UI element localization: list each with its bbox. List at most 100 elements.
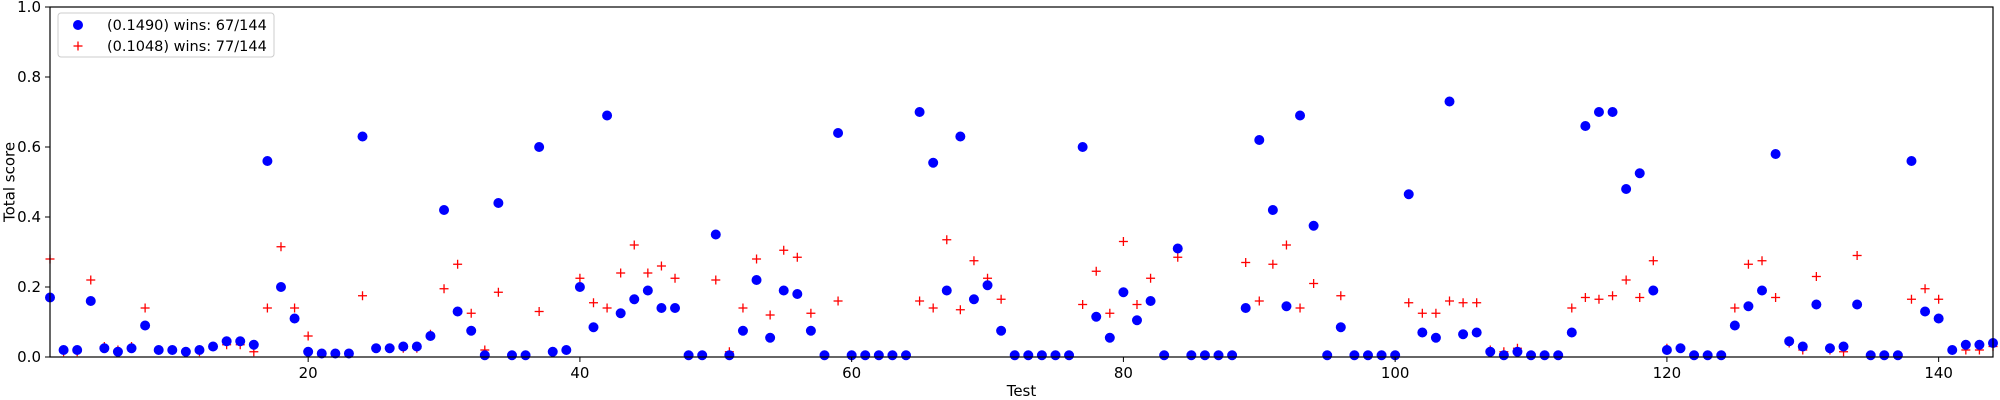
series-1-point bbox=[1267, 205, 1278, 215]
series-1-point bbox=[1308, 220, 1319, 231]
series-1-point bbox=[1254, 135, 1265, 145]
series-2-point bbox=[140, 303, 150, 313]
series-1-point bbox=[615, 308, 626, 319]
series-1-point bbox=[941, 285, 952, 296]
series-1-point bbox=[235, 336, 246, 347]
series-1-point bbox=[140, 320, 151, 331]
series-1-point bbox=[1376, 350, 1387, 361]
series-1-point bbox=[466, 325, 477, 336]
series-2-point bbox=[1431, 308, 1441, 318]
series-1-point bbox=[928, 157, 939, 168]
series-1-point bbox=[72, 345, 83, 355]
series-1-point bbox=[765, 332, 776, 343]
series-1-point bbox=[1485, 346, 1496, 357]
series-1-point bbox=[1892, 350, 1903, 361]
series-2-point bbox=[969, 256, 979, 266]
series-1-point bbox=[1009, 350, 1020, 361]
series-1-point bbox=[1675, 343, 1686, 354]
series-2-point bbox=[1635, 293, 1645, 302]
series-1-point bbox=[275, 282, 286, 292]
series-2-point bbox=[1417, 308, 1427, 318]
series-1-point bbox=[1933, 313, 1944, 324]
series-1-point bbox=[180, 346, 191, 357]
series-1-point bbox=[439, 205, 450, 215]
series-1-point bbox=[248, 339, 259, 350]
series-1-point bbox=[670, 303, 681, 313]
series-1-point bbox=[1648, 285, 1659, 296]
series-2-point bbox=[670, 273, 680, 283]
series-2-point bbox=[1730, 303, 1740, 313]
x-tick-label: 20 bbox=[299, 364, 318, 382]
series-1-point bbox=[99, 343, 110, 354]
series-1-point bbox=[1349, 350, 1360, 361]
series-2-point bbox=[1771, 293, 1781, 302]
series-2-point bbox=[1268, 259, 1278, 269]
series-1-point bbox=[602, 110, 613, 121]
series-1-point bbox=[588, 322, 599, 333]
series-2-point bbox=[711, 275, 721, 285]
series-1-point bbox=[1757, 285, 1768, 296]
series-1-point bbox=[955, 131, 966, 142]
series-1-point bbox=[1186, 350, 1197, 361]
series-2-point bbox=[1852, 251, 1862, 260]
series-1-point bbox=[452, 306, 463, 317]
series-2-point bbox=[1295, 303, 1305, 313]
series-2-point bbox=[1241, 258, 1251, 267]
series-1-point bbox=[1091, 311, 1102, 322]
axis-ticks: 20 40 60 80 100 120 140 0.0 0.2 0.4 0.6 0.8 1.0 bbox=[17, 0, 1953, 382]
series-1-point bbox=[561, 345, 572, 355]
series-2-point bbox=[1621, 275, 1631, 285]
series-2-point bbox=[752, 254, 762, 264]
series-1-point bbox=[1064, 350, 1075, 361]
series-1-point bbox=[85, 296, 96, 306]
series-1-point bbox=[194, 345, 205, 355]
series-2-point bbox=[996, 294, 1006, 304]
series-2-point bbox=[453, 259, 463, 269]
y-tick-label: 0.0 bbox=[17, 348, 41, 366]
series-1-point bbox=[1716, 350, 1727, 361]
series-2-point bbox=[1105, 308, 1115, 318]
series-1-point bbox=[1512, 346, 1523, 357]
series-1-point bbox=[384, 343, 395, 354]
series-1-point bbox=[112, 346, 123, 357]
series-1-point bbox=[737, 325, 748, 336]
series-1-point bbox=[1159, 350, 1170, 361]
series-1-point bbox=[887, 350, 898, 361]
chart-marks bbox=[45, 96, 1998, 361]
series-1-point bbox=[846, 350, 857, 361]
series-1-point bbox=[1023, 350, 1034, 361]
series-2-point bbox=[575, 273, 585, 283]
x-tick-label: 80 bbox=[1114, 364, 1133, 382]
x-axis-label: Test bbox=[1006, 382, 1037, 400]
series-2-point bbox=[1132, 300, 1142, 309]
series-2-point bbox=[1118, 237, 1128, 246]
series-1-point bbox=[642, 285, 653, 296]
series-1-point bbox=[208, 341, 219, 352]
series-1-point bbox=[1403, 189, 1414, 200]
y-tick-label: 1.0 bbox=[17, 0, 41, 16]
series-2-point bbox=[942, 235, 952, 245]
x-tick-label: 140 bbox=[1924, 364, 1953, 382]
series-1-point bbox=[398, 341, 409, 352]
series-1-point bbox=[1104, 332, 1115, 343]
series-2-point bbox=[915, 296, 925, 306]
series-2-point bbox=[466, 308, 476, 318]
series-2-point bbox=[1594, 294, 1604, 304]
series-2-point bbox=[534, 307, 544, 316]
series-2-point bbox=[1920, 284, 1930, 294]
series-1-point bbox=[656, 303, 667, 313]
series-2-point bbox=[290, 303, 300, 313]
series-1-point bbox=[629, 294, 640, 305]
series-1-point bbox=[506, 350, 517, 361]
series-2-point bbox=[806, 308, 816, 318]
series-1-point bbox=[1960, 339, 1971, 350]
series-2-point bbox=[1254, 296, 1264, 306]
series-1-point bbox=[683, 350, 694, 361]
series-1-point bbox=[357, 131, 368, 142]
series-1-point bbox=[1118, 287, 1129, 298]
series-1-point bbox=[520, 350, 531, 361]
series-2-point bbox=[779, 245, 789, 255]
series-1-point bbox=[1199, 350, 1210, 361]
series-1-point bbox=[1702, 350, 1713, 361]
series-1-point bbox=[1580, 121, 1591, 131]
